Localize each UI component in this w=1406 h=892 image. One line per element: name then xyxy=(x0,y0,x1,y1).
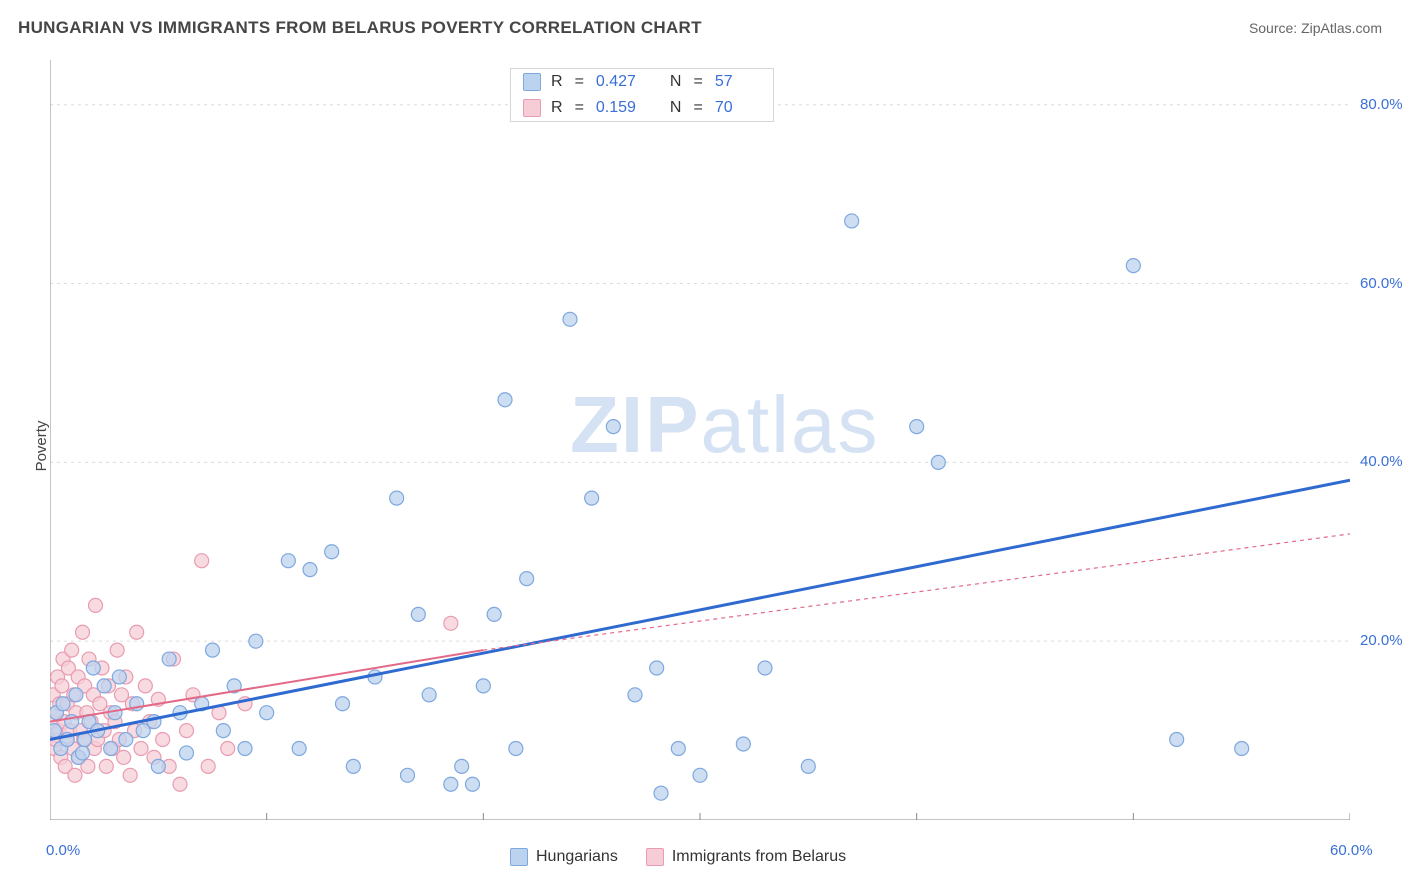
series-legend: Hungarians Immigrants from Belarus xyxy=(510,848,846,866)
x-tick-label: 60.0% xyxy=(1330,842,1373,859)
chart-title: HUNGARIAN VS IMMIGRANTS FROM BELARUS POV… xyxy=(18,18,702,38)
stat-swatch xyxy=(523,99,541,117)
y-tick-label: 60.0% xyxy=(1360,275,1403,292)
legend-item: Hungarians xyxy=(510,848,618,866)
stat-n-value: 70 xyxy=(715,99,761,117)
stat-n-label: N xyxy=(670,99,682,117)
stat-r-label: R xyxy=(551,99,563,117)
stat-eq: = xyxy=(693,99,702,117)
stat-r-value: 0.427 xyxy=(596,73,642,91)
y-tick-label: 20.0% xyxy=(1360,632,1403,649)
chart-container: HUNGARIAN VS IMMIGRANTS FROM BELARUS POV… xyxy=(0,0,1406,892)
source-attribution: Source: ZipAtlas.com xyxy=(1249,20,1382,36)
stat-swatch xyxy=(523,73,541,91)
stat-n-value: 57 xyxy=(715,73,761,91)
legend-swatch xyxy=(510,848,528,866)
x-tick-label: 0.0% xyxy=(46,842,80,859)
scatter-plot xyxy=(50,60,1350,820)
legend-label: Immigrants from Belarus xyxy=(672,848,846,866)
stat-row: R = 0.427 N = 57 xyxy=(511,69,773,95)
stat-r-label: R xyxy=(551,73,563,91)
legend-label: Hungarians xyxy=(536,848,618,866)
stat-r-value: 0.159 xyxy=(596,99,642,117)
stat-row: R = 0.159 N = 70 xyxy=(511,95,773,121)
stat-n-label: N xyxy=(670,73,682,91)
correlation-stats-box: R = 0.427 N = 57 R = 0.159 N = 70 xyxy=(510,68,774,122)
legend-swatch xyxy=(646,848,664,866)
stat-eq: = xyxy=(693,73,702,91)
y-tick-label: 80.0% xyxy=(1360,96,1403,113)
stat-eq: = xyxy=(575,99,584,117)
stat-eq: = xyxy=(575,73,584,91)
y-axis-label: Poverty xyxy=(33,421,50,472)
legend-item: Immigrants from Belarus xyxy=(646,848,846,866)
y-tick-label: 40.0% xyxy=(1360,453,1403,470)
